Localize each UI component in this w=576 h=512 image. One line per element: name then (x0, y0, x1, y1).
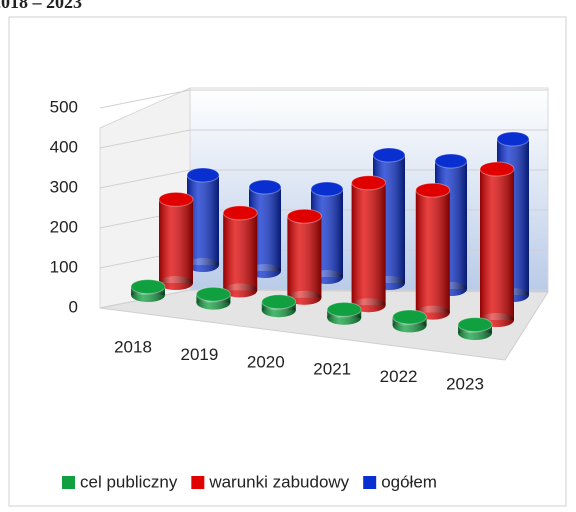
cylinder (415, 182, 451, 320)
legend-swatch (191, 476, 205, 489)
cylinder (130, 279, 166, 302)
cylinder (195, 286, 231, 310)
cylinder-shade (159, 199, 193, 283)
y-tick-label: 300 (50, 177, 78, 196)
y-tick-label: 200 (50, 217, 78, 236)
cylinder (457, 317, 493, 340)
cylinder-top (310, 181, 344, 197)
cylinder-top (434, 153, 468, 169)
legend-label: warunki zabudowy (208, 472, 349, 491)
cylinder-top (222, 205, 258, 221)
cylinder (479, 161, 515, 327)
y-tick-label: 400 (50, 137, 78, 156)
cylinder-top (248, 179, 282, 195)
x-tick-label: 2018 (114, 337, 152, 356)
cylinder (261, 294, 297, 318)
cylinder-shade (415, 190, 450, 313)
x-tick-label: 2020 (247, 352, 285, 371)
y-tick-label: 500 (50, 97, 78, 116)
legend-label: ogółem (381, 472, 437, 491)
cylinder-shade (480, 169, 514, 320)
x-tick-label: 2022 (380, 367, 418, 386)
y-tick-label: 0 (69, 297, 78, 316)
cylinder-top (479, 161, 515, 177)
chart-title: 2018 – 2023 (0, 0, 82, 12)
cylinder-top (415, 182, 451, 198)
grid-line (99, 169, 191, 189)
cylinder-top (392, 309, 428, 325)
legend-label: cel publiczny (80, 472, 178, 491)
cylinder-top (261, 294, 297, 310)
cylinder (286, 208, 322, 305)
cylinder-shade (351, 182, 386, 306)
x-tick-label: 2019 (180, 345, 218, 364)
x-tick-label: 2023 (446, 374, 484, 393)
cylinder-top (158, 191, 194, 207)
cylinder-top (326, 301, 362, 317)
cylinder-shade (287, 216, 322, 298)
cylinder (326, 301, 362, 325)
chart-border (8, 16, 567, 507)
cylinder-top (186, 167, 220, 183)
cylinder (222, 205, 258, 298)
cylinder-top (195, 286, 231, 302)
cylinder-top (286, 208, 322, 224)
legend-swatch (363, 476, 377, 489)
cylinder-shade (223, 212, 258, 291)
cylinder-top (457, 317, 493, 333)
cylinder (351, 175, 387, 313)
y-tick-label: 100 (50, 257, 78, 276)
cylinder (392, 309, 428, 333)
grid-line (99, 129, 191, 149)
cylinder-top (351, 175, 387, 191)
legend-swatch (62, 476, 75, 489)
cylinder-top (496, 131, 530, 147)
cylinder-top (372, 147, 406, 163)
grid-line (99, 89, 191, 109)
cylinder-top (130, 279, 166, 295)
cylinder (158, 191, 194, 290)
x-tick-label: 2021 (313, 360, 351, 379)
